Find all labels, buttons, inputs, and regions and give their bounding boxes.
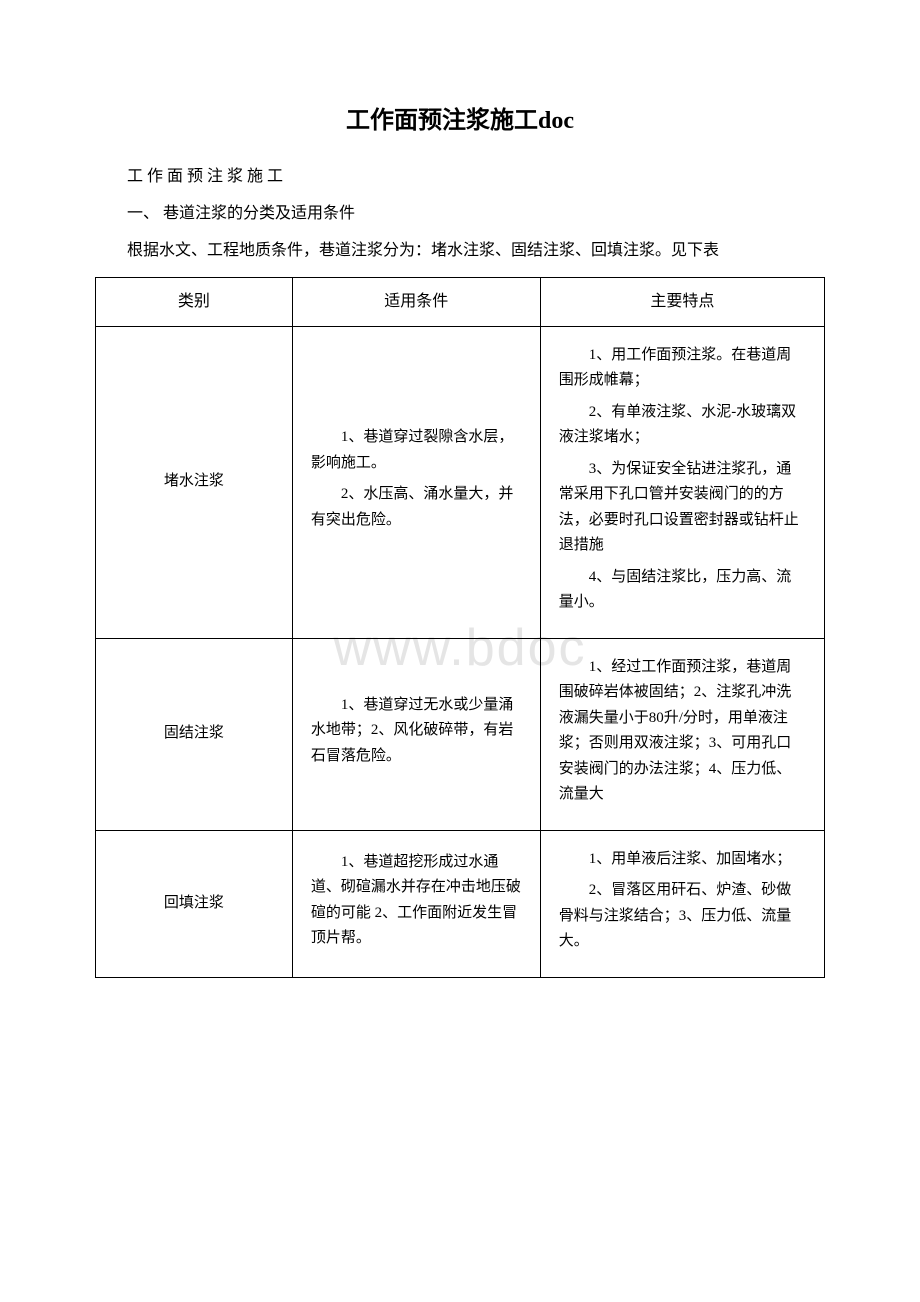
section-heading: 一、 巷道注浆的分类及适用条件 — [95, 200, 825, 229]
page-title: 工作面预注浆施工doc — [95, 100, 825, 135]
feature-cell: 1、经过工作面预注浆，巷道周围破碎岩体被固结；2、注浆孔冲洗液漏失量小于80升/… — [540, 638, 824, 830]
feature-item: 1、经过工作面预注浆，巷道周围破碎岩体被固结；2、注浆孔冲洗液漏失量小于80升/… — [559, 655, 806, 808]
feature-item: 1、用工作面预注浆。在巷道周围形成帷幕； — [559, 343, 806, 394]
table-row: 回填注浆 1、巷道超挖形成过水通道、砌碹漏水并存在冲击地压破碹的可能 2、工作面… — [96, 830, 825, 977]
header-feature: 主要特点 — [540, 278, 824, 326]
feature-cell: 1、用单液后注浆、加固堵水； 2、冒落区用矸石、炉渣、砂做骨料与注浆结合；3、压… — [540, 830, 824, 977]
category-cell: 回填注浆 — [96, 830, 293, 977]
condition-item: 1、巷道超挖形成过水通道、砌碹漏水并存在冲击地压破碹的可能 2、工作面附近发生冒… — [311, 850, 522, 952]
condition-item: 1、巷道穿过裂隙含水层，影响施工。 — [311, 425, 522, 476]
document-content: 工作面预注浆施工doc 工 作 面 预 注 浆 施 工 一、 巷道注浆的分类及适… — [95, 100, 825, 978]
header-category: 类别 — [96, 278, 293, 326]
condition-item: 2、水压高、涌水量大，并有突出危险。 — [311, 482, 522, 533]
condition-item: 1、巷道穿过无水或少量涌水地带；2、风化破碎带，有岩石冒落危险。 — [311, 693, 522, 770]
table-header-row: 类别 适用条件 主要特点 — [96, 278, 825, 326]
feature-item: 3、为保证安全钻进注浆孔，通常采用下孔口管并安装阀门的的方法，必要时孔口设置密封… — [559, 457, 806, 559]
subtitle-line: 工 作 面 预 注 浆 施 工 — [95, 163, 825, 192]
condition-cell: 1、巷道穿过裂隙含水层，影响施工。 2、水压高、涌水量大，并有突出危险。 — [292, 326, 540, 638]
feature-item: 4、与固结注浆比，压力高、流量小。 — [559, 565, 806, 616]
feature-item: 1、用单液后注浆、加固堵水； — [559, 847, 806, 873]
feature-cell: 1、用工作面预注浆。在巷道周围形成帷幕； 2、有单液注浆、水泥-水玻璃双液注浆堵… — [540, 326, 824, 638]
grouting-table: 类别 适用条件 主要特点 堵水注浆 1、巷道穿过裂隙含水层，影响施工。 2、水压… — [95, 277, 825, 977]
header-condition: 适用条件 — [292, 278, 540, 326]
table-row: 固结注浆 1、巷道穿过无水或少量涌水地带；2、风化破碎带，有岩石冒落危险。 1、… — [96, 638, 825, 830]
category-cell: 固结注浆 — [96, 638, 293, 830]
feature-item: 2、有单液注浆、水泥-水玻璃双液注浆堵水； — [559, 400, 806, 451]
intro-paragraph: 根据水文、工程地质条件，巷道注浆分为：堵水注浆、固结注浆、回填注浆。见下表 — [95, 237, 825, 266]
condition-cell: 1、巷道穿过无水或少量涌水地带；2、风化破碎带，有岩石冒落危险。 — [292, 638, 540, 830]
category-cell: 堵水注浆 — [96, 326, 293, 638]
condition-cell: 1、巷道超挖形成过水通道、砌碹漏水并存在冲击地压破碹的可能 2、工作面附近发生冒… — [292, 830, 540, 977]
feature-item: 2、冒落区用矸石、炉渣、砂做骨料与注浆结合；3、压力低、流量大。 — [559, 878, 806, 955]
table-row: 堵水注浆 1、巷道穿过裂隙含水层，影响施工。 2、水压高、涌水量大，并有突出危险… — [96, 326, 825, 638]
